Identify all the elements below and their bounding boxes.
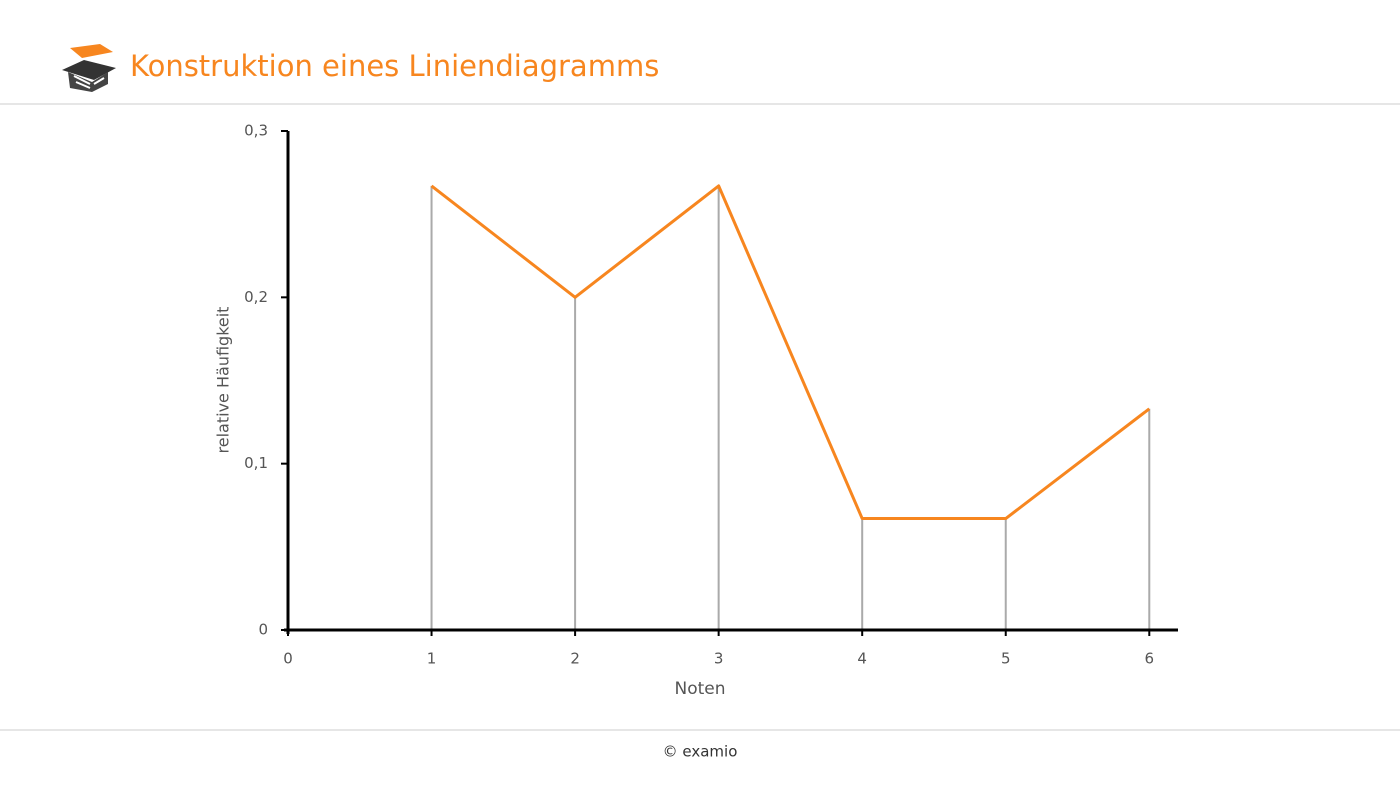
x-tick-label: 0: [283, 650, 293, 668]
x-tick-label: 2: [570, 650, 580, 668]
x-tick-label: 3: [714, 650, 724, 668]
x-tick-label: 6: [1145, 650, 1155, 668]
page-title: Konstruktion eines Liniendiagramms: [130, 49, 659, 83]
x-tick-label: 4: [857, 650, 867, 668]
y-tick-label: 0,1: [244, 454, 268, 472]
logo-pages: [73, 75, 105, 89]
y-axis-label: relative Häufigkeit: [214, 307, 233, 454]
y-tick-label: 0,3: [244, 122, 268, 140]
x-axis-label: Noten: [674, 679, 725, 699]
footer-text: © examio: [663, 743, 738, 761]
logo-board: [62, 60, 116, 80]
x-tick-label: 1: [427, 650, 437, 668]
logo-cap: [70, 44, 113, 58]
x-tick-label: 5: [1001, 650, 1011, 668]
data-line: [430, 184, 1151, 521]
y-tick-label: 0: [258, 621, 268, 639]
y-tick-label: 0,2: [244, 288, 268, 306]
logo: [62, 44, 116, 92]
